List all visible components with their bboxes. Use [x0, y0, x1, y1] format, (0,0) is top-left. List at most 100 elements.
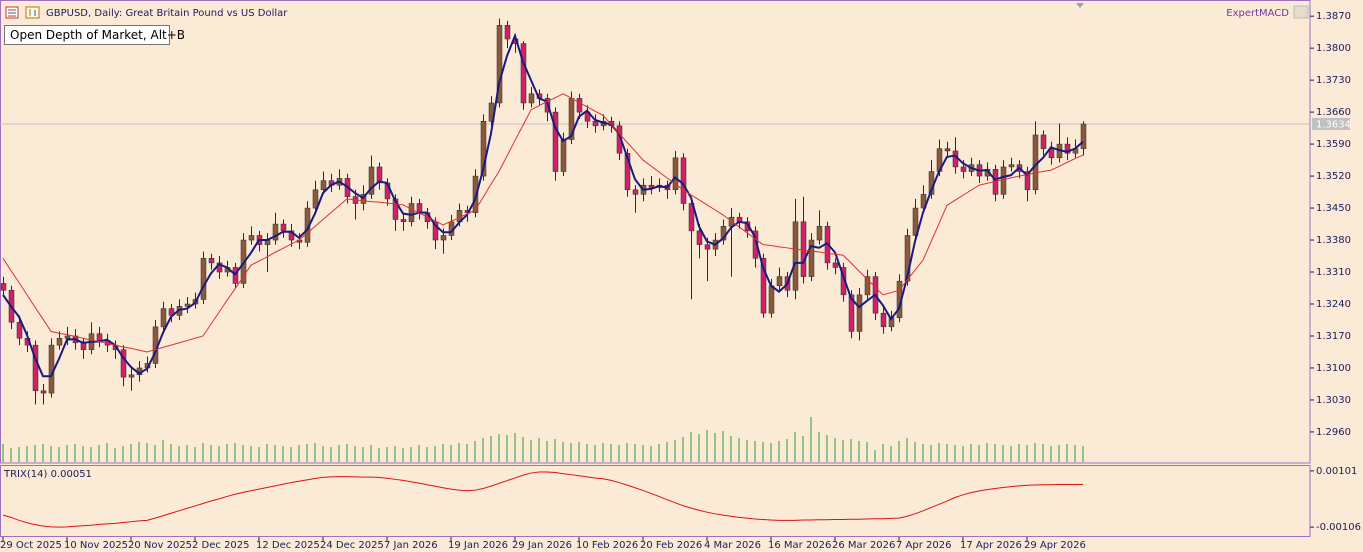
candle-body: [672, 157, 679, 191]
candle-body: [520, 43, 527, 104]
candle-body: [688, 203, 695, 232]
candle-body: [80, 342, 87, 350]
candle-body: [624, 152, 631, 191]
tooltip: Open Depth of Market, Alt+B: [4, 25, 185, 45]
candle-body: [792, 221, 799, 291]
candle-body: [856, 294, 863, 332]
x-tick-label: 10 Nov 2025: [64, 540, 128, 551]
candle-body: [432, 221, 439, 241]
candle-body: [768, 285, 775, 314]
candle-body: [128, 374, 135, 378]
candle-body: [184, 303, 191, 307]
x-tick-label: 2 Dec 2025: [192, 540, 250, 551]
candle-body: [1040, 134, 1047, 149]
volume-bars: [2, 417, 1084, 462]
candle-body: [632, 189, 639, 195]
x-tick-label: 19 Jan 2026: [448, 540, 508, 551]
candle-body: [696, 230, 703, 245]
x-tick-label: 24 Dec 2025: [320, 540, 384, 551]
candle-body: [1064, 143, 1071, 154]
candle-body: [800, 221, 807, 277]
y-tick-label: 1.3380: [1316, 235, 1351, 246]
candle-body: [904, 235, 911, 282]
candle-body: [248, 235, 255, 241]
trix-line: [2, 471, 1083, 528]
candle-body: [1048, 148, 1055, 159]
chart-shift-marker[interactable]: [1076, 3, 1084, 8]
candle-body: [816, 226, 823, 241]
y-tick-label: 1.3800: [1316, 43, 1351, 54]
candle-body: [200, 258, 207, 300]
candle-body: [776, 276, 783, 286]
candle-body: [552, 111, 559, 172]
candle-body: [864, 276, 871, 296]
y-tick-label: 1.3030: [1316, 395, 1351, 406]
x-tick-label: 7 Apr 2026: [896, 540, 951, 551]
candle-body: [680, 157, 687, 204]
candle-body: [648, 184, 655, 188]
y-tick-label: 1.3660: [1316, 107, 1351, 118]
candle-body: [408, 203, 415, 223]
candle-body: [504, 25, 511, 40]
candle-body: [376, 166, 383, 184]
x-tick-label: 20 Feb 2026: [640, 540, 702, 551]
y-tick-label: 1.3310: [1316, 267, 1351, 278]
candle-body: [392, 198, 399, 220]
candle-body: [64, 335, 71, 339]
candle-body: [832, 262, 839, 268]
y-tick-label: 1.3590: [1316, 139, 1351, 150]
chart-title: GBPUSD, Daily: Great Britain Pound vs US…: [46, 8, 288, 19]
y-tick-label: 1.3240: [1316, 299, 1351, 310]
candle-body: [0, 283, 7, 291]
candle-body: [440, 235, 447, 241]
candle-body: [496, 25, 503, 104]
candle-body: [416, 203, 423, 213]
candle-body: [704, 244, 711, 250]
y-tick-label: 1.3170: [1316, 331, 1351, 342]
candle-body: [1080, 123, 1087, 149]
candle-body: [16, 322, 23, 339]
candle-body: [312, 189, 319, 209]
y-tick-label: 1.2960: [1316, 427, 1351, 438]
x-tick-label: 12 Dec 2025: [256, 540, 320, 551]
candle-body: [96, 333, 103, 341]
candle-body: [288, 230, 295, 241]
candle-body: [848, 294, 855, 332]
candle-body: [960, 166, 967, 172]
y-tick-label: 1.3870: [1316, 11, 1351, 22]
candle-body: [592, 120, 599, 127]
candle-body: [120, 349, 127, 378]
candle-body: [760, 258, 767, 314]
indicator-pane-frame: [0, 465, 1311, 537]
x-tick-label: 10 Feb 2026: [576, 540, 638, 551]
candle-body: [280, 223, 287, 232]
y-tick-label: -0.00106: [1316, 522, 1361, 533]
moving-average: [2, 93, 1084, 353]
y-tick-label: 1.3450: [1316, 203, 1351, 214]
toolbar-icons[interactable]: [5, 6, 40, 19]
candle-body: [528, 93, 535, 104]
x-tick-label: 29 Jan 2026: [512, 540, 572, 551]
y-tick-label: 1.3730: [1316, 75, 1351, 86]
candle-body: [160, 308, 167, 328]
candle-body: [1000, 166, 1007, 195]
indicator-title: TRIX(14) 0.00051: [3, 469, 92, 480]
candle-body: [320, 180, 327, 191]
candle-body: [40, 390, 47, 394]
bid-label: 1.3634: [1316, 119, 1351, 130]
candle-body: [920, 194, 927, 209]
chart-icon[interactable]: [25, 6, 40, 19]
candle-body: [480, 120, 487, 177]
y-tick-label: 0.00101: [1316, 466, 1357, 477]
candle-body: [400, 219, 407, 223]
expert-icon[interactable]: [1293, 5, 1309, 19]
tooltip-box: [4, 25, 170, 45]
x-tick-label: 20 Nov 2025: [128, 540, 192, 551]
candle-body: [368, 166, 375, 195]
candle-body: [232, 267, 239, 284]
expert-label: ExpertMACD: [1226, 8, 1289, 19]
candle-body: [272, 223, 279, 241]
candle-body: [208, 258, 215, 264]
main-pane-frame: [0, 0, 1311, 464]
